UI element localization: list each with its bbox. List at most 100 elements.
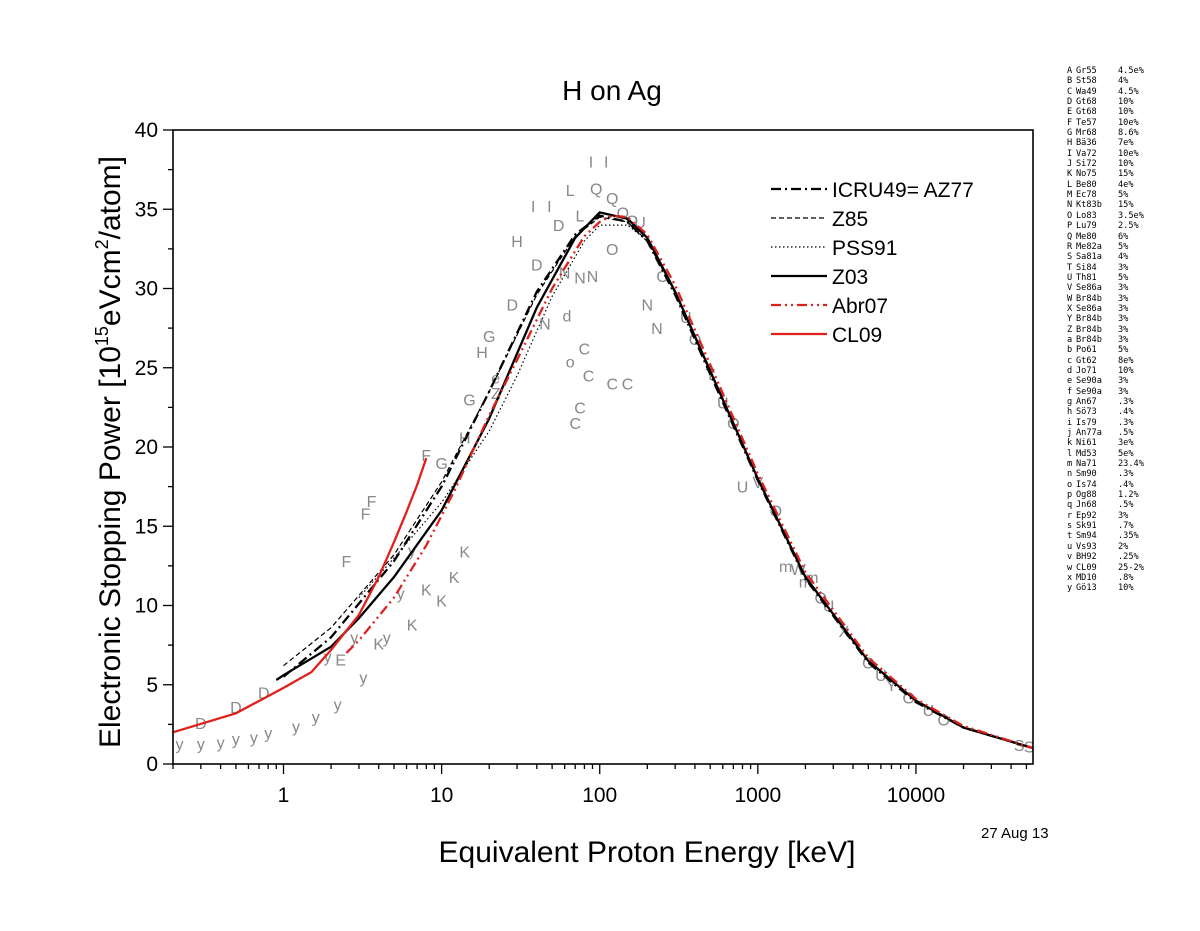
reference-code: Mr68 [1076,128,1097,139]
reference-row: R Me82a 5% [1067,242,1144,252]
reference-letter: T [1067,262,1073,273]
reference-letter: V [1067,283,1073,294]
reference-row: O Lo83 3.5e% [1067,211,1144,221]
reference-code: Se86a [1076,283,1102,294]
reference-uncertainty: 8.6% [1118,128,1139,139]
reference-letter: t [1067,531,1073,542]
reference-uncertainty: .3% [1118,469,1134,480]
reference-letter: S [1067,252,1073,263]
reference-row: f Se90a 3% [1067,387,1144,397]
reference-row: c Gt62 8e% [1067,356,1144,366]
reference-uncertainty: .25% [1118,552,1139,563]
data-point-D: D [553,218,565,235]
reference-uncertainty: 15% [1118,200,1134,211]
reference-uncertainty: .4% [1118,479,1134,490]
data-point-G: G [463,392,475,409]
reference-letter: h [1067,407,1073,418]
data-point-Y: Y [886,678,897,695]
reference-row: t Sm94 .35% [1067,531,1144,541]
data-point-C: C [579,342,591,359]
reference-code: MD10 [1076,572,1097,583]
data-point-C: C [574,400,586,417]
reference-row: P Lu79 2.5% [1067,221,1144,231]
data-point-m: m [779,559,792,576]
reference-uncertainty: 4% [1118,252,1129,263]
reference-code: Md53 [1076,448,1097,459]
data-point-N: N [642,297,654,314]
reference-uncertainty: 23.4% [1118,459,1144,470]
data-point-y: y [264,725,272,742]
reference-letter: d [1067,365,1073,376]
reference-uncertainty: 3% [1118,386,1129,397]
legend-label: Abr07 [832,295,888,318]
data-point-y: y [312,709,320,726]
reference-row: n Sm90 .3% [1067,469,1144,479]
reference-row: Y Br84b 3% [1067,314,1144,324]
reference-letter: p [1067,490,1073,501]
reference-letter: I [1067,148,1073,159]
data-point-y: y [292,719,300,736]
reference-row: D Gt68 10% [1067,97,1144,107]
reference-code: Si84 [1076,262,1097,273]
reference-row: B St58 4% [1067,76,1144,86]
reference-letter: E [1067,107,1073,118]
reference-row: h Sö73 .4% [1067,407,1144,417]
reference-code: Te57 [1076,117,1097,128]
reference-letter: x [1067,572,1073,583]
reference-row: g An67 .3% [1067,397,1144,407]
reference-code: Br84b [1076,324,1102,335]
reference-code: Vs93 [1076,541,1097,552]
reference-row: j An77a .5% [1067,428,1144,438]
data-point-T: T [705,367,715,384]
reference-uncertainty: 4.5e% [1118,66,1144,76]
reference-letter: J [1067,159,1073,170]
reference-letter: A [1067,66,1073,76]
x-tick-label: 100 [582,784,617,807]
reference-row: l Md53 5e% [1067,449,1144,459]
reference-letter: i [1067,417,1073,428]
reference-row: T Si84 3% [1067,263,1144,273]
data-point-S: S [1024,740,1035,757]
data-point-y: y [350,630,358,647]
y-tick-label: 0 [146,753,158,776]
x-tick-label: 10000 [887,784,945,807]
reference-code: St58 [1076,76,1097,87]
y-tick-label: 5 [146,674,158,697]
reference-uncertainty: 3% [1118,324,1129,335]
reference-row: Z Br84b 3% [1067,325,1144,335]
reference-code: Se90a [1076,376,1102,387]
data-point-O: O [606,242,618,259]
reference-uncertainty: 3% [1118,314,1129,325]
data-point-y: y [217,735,225,752]
data-point-I: I [547,199,551,216]
reference-uncertainty: 25-2% [1118,562,1144,573]
reference-code: Br84b [1076,334,1102,345]
reference-uncertainty: 7e% [1118,138,1134,149]
reference-row: o Is74 .4% [1067,480,1144,490]
data-point-E: E [335,652,346,669]
reference-uncertainty: 4.5% [1118,86,1139,97]
reference-code: CL09 [1076,562,1097,573]
reference-uncertainty: 6% [1118,231,1129,242]
reference-code: Ni61 [1076,438,1097,449]
reference-row: b Po61 5% [1067,345,1144,355]
reference-uncertainty: .8% [1118,572,1134,583]
reference-code: Sö73 [1076,407,1097,418]
reference-letter: L [1067,179,1073,190]
reference-code: An67 [1076,397,1097,407]
data-point-N: N [651,321,663,338]
reference-letter: u [1067,541,1073,552]
reference-code: Sa81a [1076,252,1102,263]
data-point-U: U [634,215,646,232]
data-point-N: N [539,316,551,333]
series-line-icru49-az77 [282,214,1033,750]
reference-row: I Va72 10e% [1067,149,1144,159]
reference-code: Si72 [1076,159,1097,170]
reference-row: d Jo71 10% [1067,366,1144,376]
reference-letter: c [1067,355,1073,366]
series-lines [173,211,1033,750]
data-point-K: K [459,545,470,562]
reference-row: v BH92 .25% [1067,552,1144,562]
reference-letter: F [1067,117,1073,128]
